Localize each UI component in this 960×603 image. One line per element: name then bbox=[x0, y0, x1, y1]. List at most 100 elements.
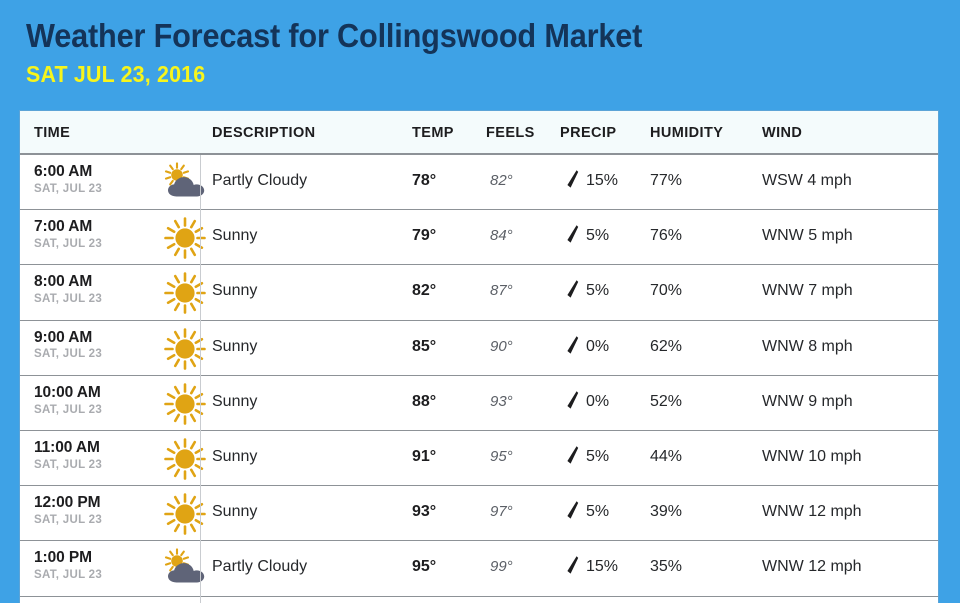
column-header-wind: WIND bbox=[762, 125, 803, 141]
table-row: 6:00 AM SAT, JUL 23 Partly Cloudy 78° 82° 15%… bbox=[20, 155, 938, 211]
forecast-precip: 0% bbox=[586, 392, 610, 410]
forecast-time-cell: 8:00 AM SAT, JUL 23 bbox=[34, 273, 102, 305]
forecast-precip: 15% bbox=[586, 172, 619, 189]
forecast-precip: 5% bbox=[586, 503, 610, 521]
forecast-precip: 15% bbox=[586, 558, 619, 576]
forecast-humidity: 39% bbox=[650, 503, 683, 521]
forecast-feels-like: 95° bbox=[490, 447, 513, 465]
sunny-icon bbox=[154, 382, 216, 426]
forecast-wind: WNW 12 mph bbox=[762, 558, 862, 576]
forecast-wind: WNW 7 mph bbox=[762, 282, 853, 300]
forecast-temp: 91° bbox=[412, 447, 437, 465]
forecast-time: 10:00 AM bbox=[34, 383, 101, 401]
forecast-humidity: 76% bbox=[650, 227, 683, 245]
forecast-time-cell: 12:00 PM SAT, JUL 23 bbox=[34, 494, 102, 526]
forecast-temp: 95° bbox=[412, 558, 437, 576]
table-header-row: TIME DESCRIPTION TEMP FEELS PRECIP HUMID… bbox=[20, 111, 938, 155]
table-row: 8:00 AM SAT, JUL 23 Sunny 82° 87° 5% 70% WNW 7 … bbox=[20, 265, 938, 321]
raindrop-icon bbox=[566, 335, 580, 357]
column-header-temp: TEMP bbox=[412, 125, 454, 141]
partly-cloudy-icon bbox=[154, 547, 216, 591]
forecast-time-cell: 1:00 PM SAT, JUL 23 bbox=[34, 549, 102, 581]
sunny-icon bbox=[154, 437, 216, 481]
forecast-time-cell: 9:00 AM SAT, JUL 23 bbox=[34, 329, 102, 361]
forecast-precip: 5% bbox=[586, 447, 610, 465]
forecast-temp: 93° bbox=[412, 503, 437, 521]
table-row: 1:00 PM SAT, JUL 23 Partly Cloudy 95° 99° 15%… bbox=[20, 541, 938, 597]
forecast-description: Sunny bbox=[212, 282, 258, 300]
forecast-date-label: SAT, JUL 23 bbox=[34, 182, 103, 195]
column-header-precip: PRECIP bbox=[560, 125, 617, 141]
table-row: 11:00 AM SAT, JUL 23 Sunny 91° 95° 5% 44% WNW 1… bbox=[20, 430, 938, 487]
forecast-table: TIME DESCRIPTION TEMP FEELS PRECIP HUMID… bbox=[20, 111, 938, 603]
column-header-time: TIME bbox=[34, 125, 71, 141]
forecast-feels-like: 99° bbox=[490, 558, 513, 576]
page-title: Weather Forecast for Collingswood Market bbox=[26, 17, 643, 54]
forecast-temp: 82° bbox=[412, 282, 437, 300]
forecast-date-label: SAT, JUL 23 bbox=[34, 403, 103, 416]
forecast-time-cell: 10:00 AM SAT, JUL 23 bbox=[34, 384, 102, 416]
forecast-feels-like: 97° bbox=[490, 503, 513, 521]
sunny-icon bbox=[154, 271, 216, 315]
sunny-icon bbox=[154, 216, 216, 260]
forecast-temp: 79° bbox=[412, 227, 437, 245]
sunny-icon bbox=[154, 492, 216, 536]
forecast-precip: 0% bbox=[586, 337, 610, 355]
forecast-description: Sunny bbox=[212, 337, 258, 355]
forecast-description: Sunny bbox=[212, 503, 258, 521]
forecast-date: SAT JUL 23, 2016 bbox=[26, 60, 206, 87]
forecast-time: 12:00 PM bbox=[34, 494, 101, 512]
forecast-wind: WNW 8 mph bbox=[762, 337, 853, 355]
forecast-date-label: SAT, JUL 23 bbox=[34, 458, 103, 471]
forecast-temp: 78° bbox=[412, 172, 437, 189]
forecast-humidity: 77% bbox=[650, 172, 683, 189]
forecast-wind: WNW 9 mph bbox=[762, 392, 853, 410]
forecast-description: Sunny bbox=[212, 392, 258, 410]
forecast-time-cell: 6:00 AM SAT, JUL 23 bbox=[34, 163, 102, 195]
forecast-date-label: SAT, JUL 23 bbox=[34, 569, 103, 582]
forecast-description: Partly Cloudy bbox=[212, 172, 308, 189]
forecast-humidity: 52% bbox=[650, 392, 683, 410]
forecast-row-list: 6:00 AM SAT, JUL 23 Partly Cloudy 78° 82° 15%… bbox=[20, 155, 938, 597]
forecast-date-label: SAT, JUL 23 bbox=[34, 348, 103, 361]
raindrop-icon bbox=[566, 500, 580, 522]
forecast-time: 8:00 AM bbox=[34, 273, 93, 291]
forecast-wind: WNW 10 mph bbox=[762, 447, 862, 465]
forecast-description: Partly Cloudy bbox=[212, 558, 308, 576]
table-row: 12:00 PM SAT, JUL 23 Sunny 93° 97° 5% 39% WNW 1… bbox=[20, 486, 938, 542]
forecast-time: 1:00 PM bbox=[34, 549, 92, 567]
raindrop-icon bbox=[566, 445, 580, 467]
forecast-feels-like: 90° bbox=[490, 337, 513, 355]
forecast-date-label: SAT, JUL 23 bbox=[34, 293, 103, 306]
forecast-humidity: 44% bbox=[650, 447, 683, 465]
forecast-wind: WNW 5 mph bbox=[762, 227, 853, 245]
partly-cloudy-icon bbox=[154, 161, 216, 205]
forecast-time: 6:00 AM bbox=[34, 163, 93, 180]
raindrop-icon bbox=[566, 279, 580, 301]
sunny-icon bbox=[154, 327, 216, 371]
forecast-temp: 88° bbox=[412, 392, 437, 410]
forecast-humidity: 35% bbox=[650, 558, 683, 576]
forecast-time: 7:00 AM bbox=[34, 218, 93, 236]
column-header-humidity: HUMIDITY bbox=[650, 125, 724, 141]
table-row: 7:00 AM SAT, JUL 23 Sunny 79° 84° 5% 76% WNW 5 … bbox=[20, 210, 938, 266]
column-header-feels: FEELS bbox=[486, 125, 535, 141]
time-column-divider bbox=[200, 155, 201, 603]
forecast-date-label: SAT, JUL 23 bbox=[34, 513, 103, 526]
raindrop-icon bbox=[566, 390, 580, 412]
page-heading: Weather Forecast for Collingswood Market… bbox=[0, 0, 960, 88]
forecast-feels-like: 84° bbox=[490, 227, 513, 245]
forecast-wind: WNW 12 mph bbox=[762, 503, 862, 521]
raindrop-icon bbox=[566, 224, 580, 246]
forecast-time: 9:00 AM bbox=[34, 328, 93, 346]
forecast-time-cell: 11:00 AM SAT, JUL 23 bbox=[34, 439, 102, 471]
forecast-humidity: 62% bbox=[650, 337, 683, 355]
forecast-precip: 5% bbox=[586, 227, 610, 245]
forecast-feels-like: 87° bbox=[490, 282, 513, 300]
forecast-time-cell: 7:00 AM SAT, JUL 23 bbox=[34, 218, 102, 250]
table-row: 9:00 AM SAT, JUL 23 Sunny 85° 90° 0% 62% WNW 8 … bbox=[20, 320, 938, 376]
forecast-description: Sunny bbox=[212, 227, 258, 245]
forecast-description: Sunny bbox=[212, 447, 258, 465]
forecast-precip: 5% bbox=[586, 282, 610, 300]
